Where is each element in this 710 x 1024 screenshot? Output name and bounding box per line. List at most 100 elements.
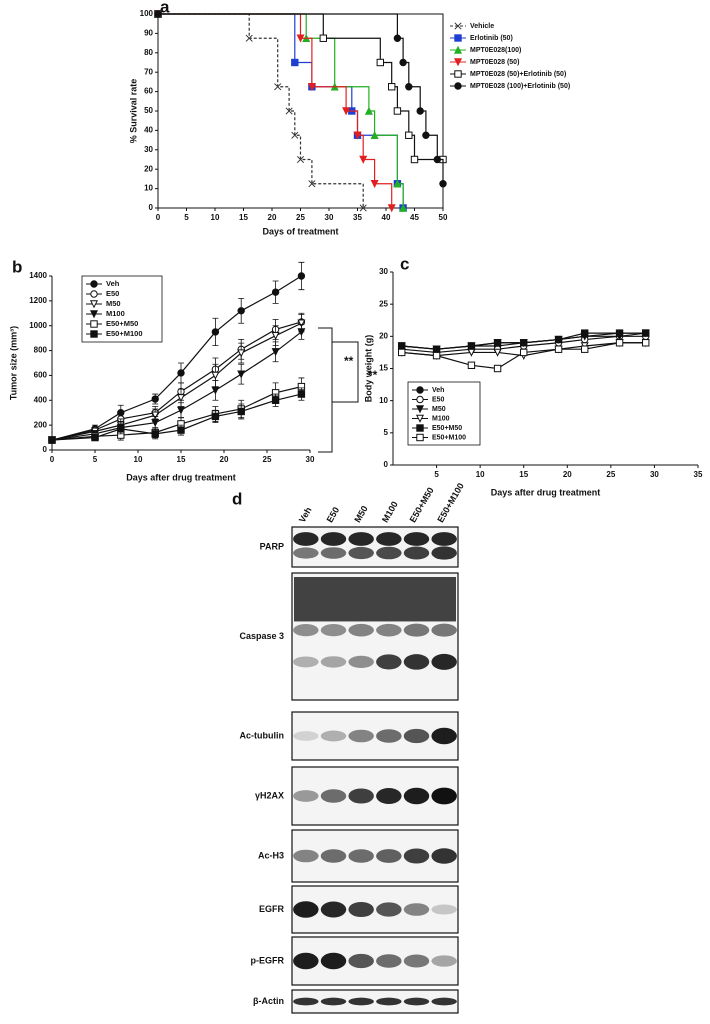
blot-band [348,655,374,668]
blot-band [348,788,374,804]
legend-label: Veh [106,279,120,288]
y-tick-label: 20 [379,331,388,340]
blot-band [348,532,374,546]
marker [211,371,220,380]
legend-marker [454,70,462,78]
marker [359,155,368,164]
legend-label: Erlotinib (50) [470,35,513,42]
y-tick-label: 100 [140,9,154,18]
blot-band [376,997,402,1006]
y-tick-label: 400 [34,395,48,404]
legend-marker [416,395,424,404]
legend-marker [89,310,99,319]
legend-marker [416,424,424,432]
marker [177,369,185,377]
blot-band [293,997,319,1006]
marker [271,288,280,296]
y-tick-label: 1200 [29,296,47,305]
marker [393,107,402,115]
x-tick-label: 5 [184,213,189,222]
marker [237,370,246,379]
y-tick-label: 40 [144,126,153,135]
x-tick-label: 15 [239,213,248,222]
blot-frame [291,989,459,1014]
blot-band [320,952,347,970]
x-tick-label: 10 [476,470,485,479]
marker [342,107,351,116]
marker [307,83,316,92]
y-tick-label: 10 [144,184,153,193]
marker [151,411,160,420]
blot-band [320,624,347,637]
marker [467,342,476,350]
blot-band [403,848,430,864]
legend-label: Vehicle [470,23,494,30]
y-tick-label: 200 [34,420,48,429]
legend-marker [454,34,462,42]
x-tick-label: 15 [519,470,528,479]
significance-bracket [318,327,333,453]
blot-band [431,904,457,915]
marker [493,364,502,373]
blot-row-label: PARP [260,541,284,551]
blot-row-label: β-Actin [253,996,284,1006]
y-tick-label: 600 [34,371,48,380]
marker [554,345,563,353]
x-tick-label: 20 [220,455,229,464]
marker [467,361,476,369]
blot-band [293,532,319,546]
marker [151,430,159,438]
marker [176,394,186,403]
marker [176,406,186,415]
annotation: ** [368,368,378,382]
legend-marker [415,414,425,423]
legend-label: M50 [432,406,446,413]
blot-band [376,654,402,670]
marker [359,204,367,212]
marker [376,58,385,67]
blot-row-label: Caspase 3 [239,631,284,641]
legend-label: E50+M100 [106,329,143,338]
marker [154,10,162,18]
lane-label: Veh [297,505,314,524]
blot-band [403,787,430,805]
x-tick-label: 35 [694,470,703,479]
blot-band [376,849,402,863]
marker [493,348,502,357]
marker [520,348,528,357]
marker [410,155,419,164]
x-tick-label: 10 [134,455,143,464]
blot-frame [291,829,459,883]
marker [296,155,305,164]
marker [297,319,306,328]
marker [405,83,413,91]
blot-band [320,547,347,559]
x-tick-label: 35 [353,213,362,222]
x-tick-label: 15 [177,455,186,464]
blot-band [403,546,430,560]
legend-label: MPT0E028 (100)+Erlotinib (50) [470,83,570,90]
blot-band [431,955,457,967]
marker [399,203,408,212]
series-line [158,13,393,208]
y-tick-label: 30 [379,267,388,276]
marker [297,390,306,398]
legend-label: M50 [106,299,121,308]
y-tick-label: 70 [144,67,153,76]
x-tick-label: 30 [325,213,334,222]
x-tick-label: 10 [211,213,220,222]
y-tick-label: 0 [43,445,48,454]
marker [296,34,305,43]
marker [211,386,220,395]
blot-smear [294,577,456,622]
blot-band [293,849,319,863]
annotation: ** [344,354,354,368]
marker [370,130,379,139]
blot-band [293,731,319,741]
blot-band [376,546,402,560]
legend-marker [89,300,99,309]
blot-band [431,787,457,805]
marker [422,131,430,139]
marker [48,436,56,444]
legend-label: E50+M100 [432,434,466,441]
